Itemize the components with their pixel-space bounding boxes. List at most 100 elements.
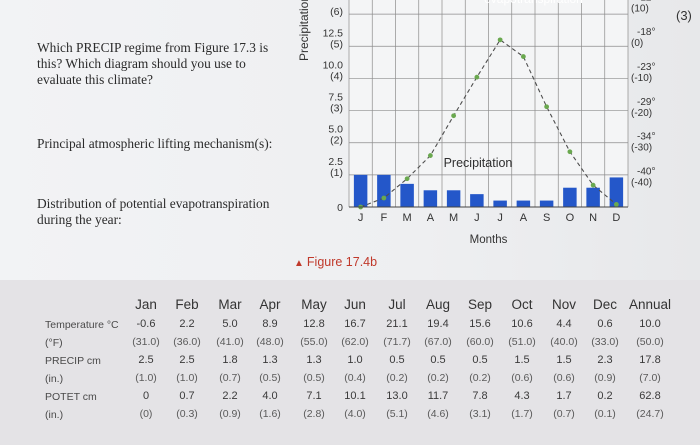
precip-bar <box>353 174 368 207</box>
table-cell: (0.9) <box>219 408 241 420</box>
table-cell: (0.5) <box>259 372 281 384</box>
month-label: D <box>612 212 620 224</box>
table-cell: 7.1 <box>306 390 322 402</box>
right-tick-label: -29° <box>637 97 655 108</box>
x-axis-label: Months <box>470 234 508 246</box>
right-tick-sublabel: (-10) <box>631 73 652 84</box>
question-lifting-mechanism: Principal atmospheric lifting mechanism(… <box>37 136 273 151</box>
triangle-icon: ▲ <box>294 258 304 269</box>
question-precip-regime: Which PRECIP regime from Figure 17.3 is … <box>37 40 269 87</box>
textbook-page-bottom <box>0 280 700 445</box>
precip-bar <box>423 190 438 207</box>
column-header: Jul <box>388 297 406 312</box>
precip-bar <box>377 174 391 207</box>
y-axis-label: Precipitation <box>297 0 311 61</box>
precip-bar <box>400 183 414 207</box>
precip-bar <box>539 200 554 207</box>
potet-point <box>427 153 433 158</box>
right-tick-label: -12° <box>637 0 655 3</box>
table-cell: (67.0) <box>424 336 452 348</box>
column-header: Apr <box>259 297 281 312</box>
table-cell: (55.0) <box>300 336 328 348</box>
table-cell: 2.3 <box>597 354 613 366</box>
table-cell: 4.4 <box>556 318 572 330</box>
table-cell: (3.1) <box>469 408 491 420</box>
column-header: Jan <box>135 297 157 312</box>
column-header: Sep <box>467 297 493 312</box>
table-cell: -0.6 <box>136 318 156 330</box>
table-cell: 13.0 <box>386 390 408 402</box>
table-cell: (41.0) <box>216 336 244 348</box>
table-cell: 0.5 <box>472 354 488 366</box>
precipitation-series-label: Precipitation <box>444 156 513 170</box>
month-label: J <box>474 212 480 224</box>
table-cell: 1.8 <box>222 354 238 366</box>
climate-data-table: Jan Feb Mar Apr May Jun Jul Aug Sep Oct Nov Dec Annu… <box>0 292 700 442</box>
figure-caption: ▲ Figure 17.4b <box>294 255 377 269</box>
table-cell: 12.8 <box>303 318 325 330</box>
precip-bar <box>586 187 600 207</box>
table-cell: 1.5 <box>514 354 530 366</box>
table-cell: 10.6 <box>511 318 533 330</box>
right-tick-sublabel: (-40) <box>631 178 652 189</box>
climograph-chart: 02.5(1)5.0(2)7.5(3)10.0(4)12.5(5)(6)(20)… <box>297 0 692 246</box>
right-tick-sublabel: (-30) <box>631 143 652 154</box>
column-header: Mar <box>218 297 242 312</box>
table-cell: 62.8 <box>639 390 661 402</box>
y-tick-label: 2.5 <box>328 156 343 168</box>
corner-mark: (3) <box>676 8 692 23</box>
table-cell: 2.2 <box>179 318 195 330</box>
table-cell: 2.2 <box>222 390 238 402</box>
right-tick-sublabel: (10) <box>631 3 649 14</box>
right-tick-sublabel: (-20) <box>631 108 652 119</box>
table-cell: (0.7) <box>553 408 575 420</box>
potet-point <box>497 37 503 43</box>
month-label: J <box>497 212 503 224</box>
column-header: Oct <box>511 297 533 312</box>
table-cell: 1.0 <box>347 354 363 366</box>
right-tick-label: -40° <box>637 167 655 178</box>
column-header: Jun <box>344 297 366 312</box>
right-tick-label: -34° <box>637 132 655 143</box>
table-cell: (4.6) <box>427 408 449 420</box>
potet-curve <box>360 39 617 208</box>
month-label: J <box>358 212 364 224</box>
table-cell: 0.5 <box>389 354 405 366</box>
table-cell: (0.5) <box>303 372 325 384</box>
table-cell: 15.6 <box>469 318 491 330</box>
month-label: F <box>381 212 388 224</box>
y-tick-label: 12.5 <box>323 27 344 39</box>
table-cell: (0.4) <box>344 372 366 384</box>
potet-point <box>381 195 387 201</box>
potet-point <box>590 182 596 188</box>
y-tick-sublabel: (4) <box>330 70 343 82</box>
potet-point <box>567 149 573 155</box>
table-cell: (1.0) <box>176 372 198 384</box>
table-cell: 1.5 <box>556 354 572 366</box>
precip-bar <box>609 177 624 207</box>
table-cell: (1.6) <box>259 408 281 420</box>
potet-point <box>520 54 526 59</box>
table-cell: (0.2) <box>469 372 491 384</box>
table-cell: (0.2) <box>386 372 408 384</box>
y-tick-sublabel: (1) <box>330 167 343 179</box>
y-tick-sublabel: (3) <box>330 103 343 115</box>
table-cell: (0.7) <box>219 372 241 384</box>
table-cell: (60.0) <box>466 336 494 348</box>
table-cell: 1.3 <box>262 354 278 366</box>
table-cell: 4.3 <box>514 390 530 402</box>
row-label: PRECIP cm <box>45 355 101 367</box>
table-cell: (48.0) <box>256 336 284 348</box>
table-cell: (24.7) <box>636 408 664 420</box>
month-label: A <box>427 212 435 224</box>
y-tick-sublabel: (6) <box>330 6 343 18</box>
table-cell: 8.9 <box>262 318 278 330</box>
table-cell: 11.7 <box>427 390 449 402</box>
month-label: S <box>543 212 550 224</box>
table-cell: (0.6) <box>511 372 533 384</box>
precip-bar <box>493 200 507 207</box>
table-cell: (71.7) <box>383 336 411 348</box>
table-cell: (0.3) <box>176 408 198 420</box>
column-header: Feb <box>175 297 199 312</box>
month-label: M <box>403 212 412 224</box>
